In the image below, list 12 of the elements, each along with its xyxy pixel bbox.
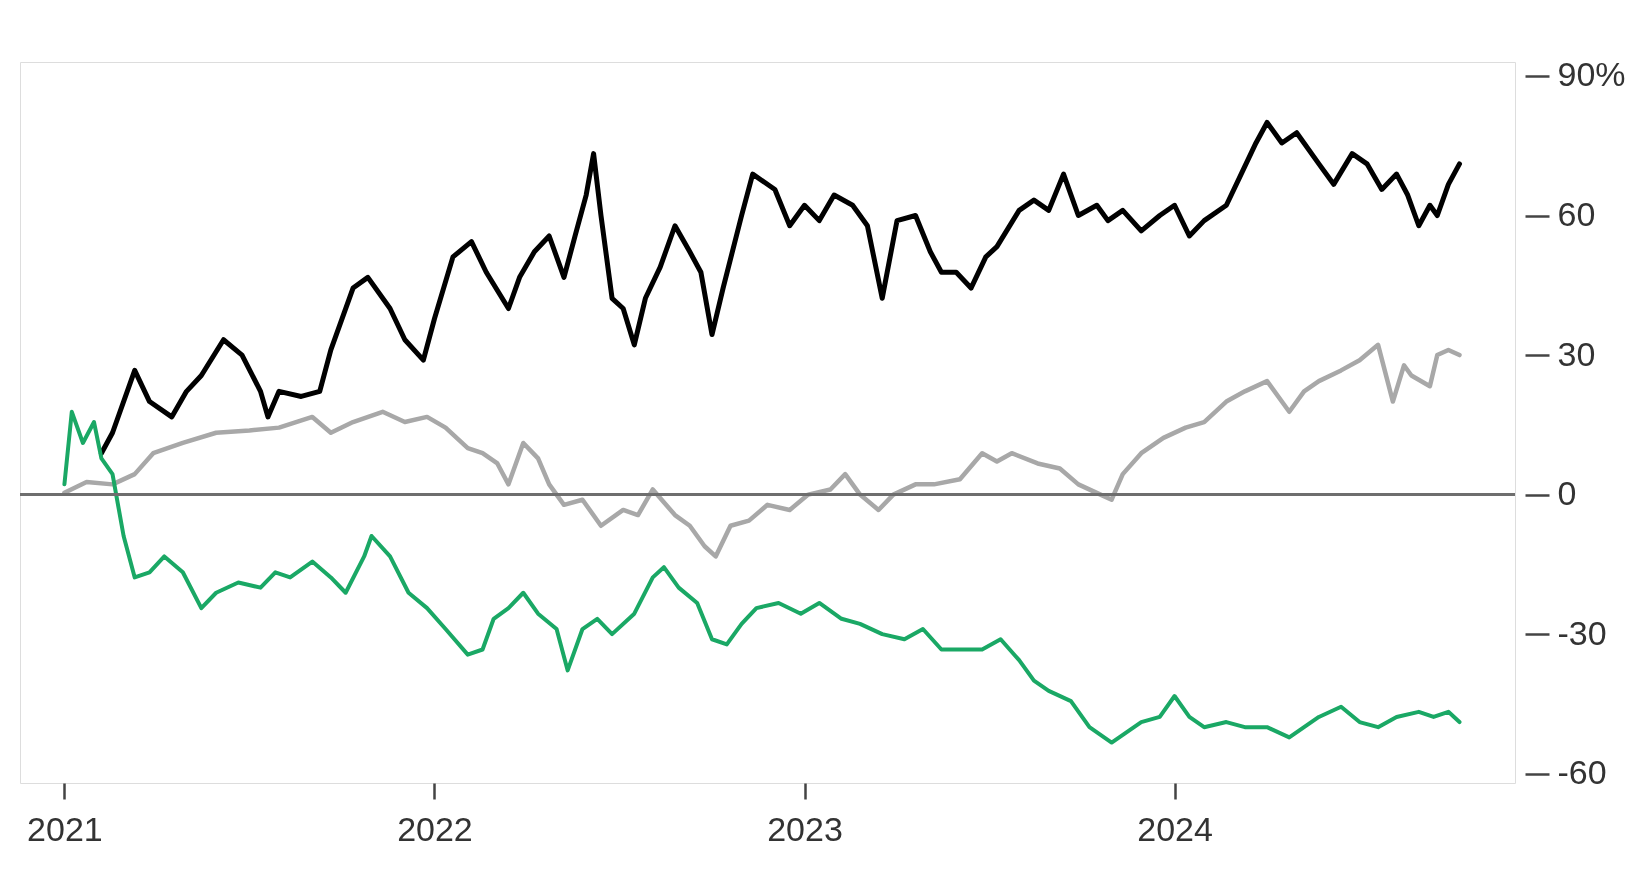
line-series: [62, 409, 1462, 745]
y-tick-label: -60: [1557, 753, 1607, 792]
x-tick-label: 2022: [397, 809, 473, 848]
y-tick-label: 90%: [1557, 55, 1626, 94]
y-tick-label: 60: [1557, 195, 1596, 233]
x-tick-label: 2024: [1137, 809, 1213, 848]
line-series: [62, 342, 1462, 559]
y-tick-label: 0: [1557, 474, 1577, 513]
x-tick-label: 2021: [27, 809, 103, 848]
y-tick-label: 30: [1557, 334, 1596, 373]
x-tick-label: 2023: [767, 809, 843, 848]
y-tick-label: -30: [1557, 613, 1607, 652]
